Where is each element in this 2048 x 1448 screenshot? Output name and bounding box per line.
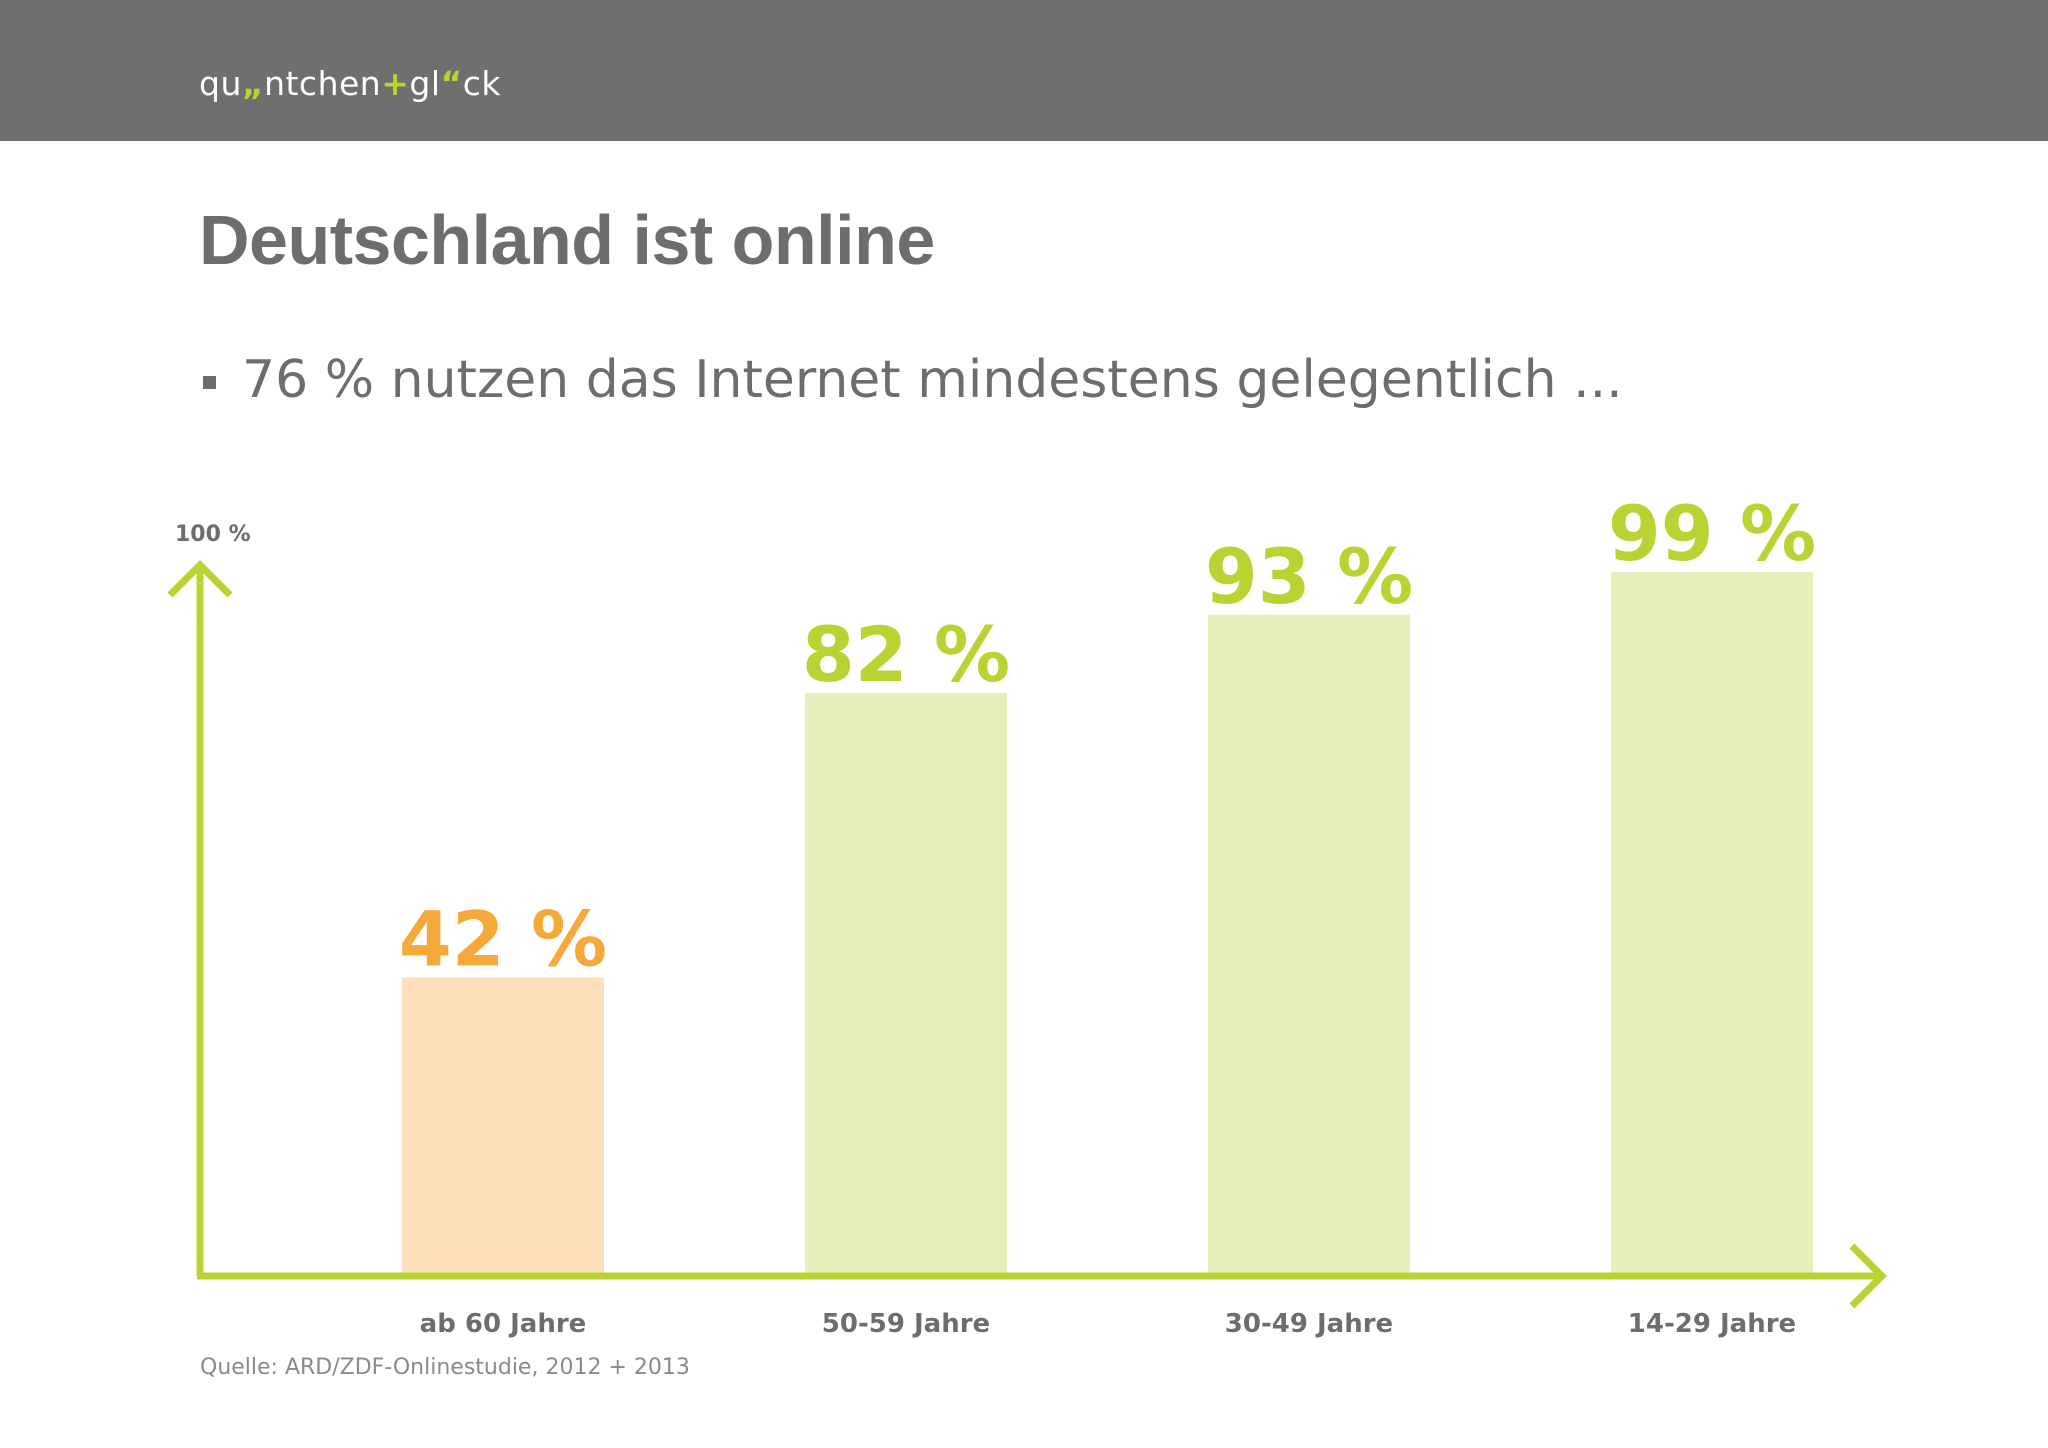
axes-group: 100 % [167, 522, 1887, 1309]
bar-value-label: 82 % [802, 610, 1010, 699]
labels-group: 42 % ab 60 Jahre 82 % 50-59 Jahre 93 % 30-49 … [399, 489, 1816, 1339]
bar-value-label: 93 % [1205, 532, 1413, 621]
bar [1208, 614, 1410, 1273]
x-axis-category-label: 14-29 Jahre [1628, 1309, 1796, 1339]
bar [1611, 572, 1813, 1273]
x-axis-category-label: 50-59 Jahre [822, 1309, 990, 1339]
header-bar: qu„ntchen+gl“ck [0, 0, 2048, 141]
logo-part: gl [409, 64, 441, 103]
y-axis-max-label: 100 % [175, 522, 251, 547]
bullet-item: 76 % nutzen das Internet mindestens gele… [203, 348, 1623, 412]
brand-logo: qu„ntchen+gl“ck [199, 64, 501, 103]
bar-value-label: 99 % [1608, 489, 1816, 578]
bar [805, 692, 1007, 1273]
bullet-text: 76 % nutzen das Internet mindestens gele… [242, 350, 1623, 410]
logo-part: qu [199, 64, 242, 103]
y-axis-arrow-icon [167, 560, 233, 598]
logo-part: ntchen [264, 64, 382, 103]
bar-value-label: 42 % [399, 894, 607, 983]
logo-accent-quote: „ [241, 64, 265, 103]
logo-part: ck [462, 64, 501, 103]
source-note: Quelle: ARD/ZDF-Onlinestudie, 2012 + 201… [200, 1355, 690, 1380]
x-axis-category-label: ab 60 Jahre [420, 1309, 587, 1339]
x-axis-category-label: 30-49 Jahre [1225, 1309, 1393, 1339]
page-title: Deutschland ist online [199, 201, 935, 279]
logo-accent-plus: + [381, 64, 410, 103]
bullet-square-icon [203, 375, 216, 389]
x-axis-arrow-icon [1849, 1243, 1887, 1309]
logo-accent-quote: “ [440, 64, 463, 103]
bars-group [402, 572, 1813, 1273]
bar [402, 977, 604, 1273]
